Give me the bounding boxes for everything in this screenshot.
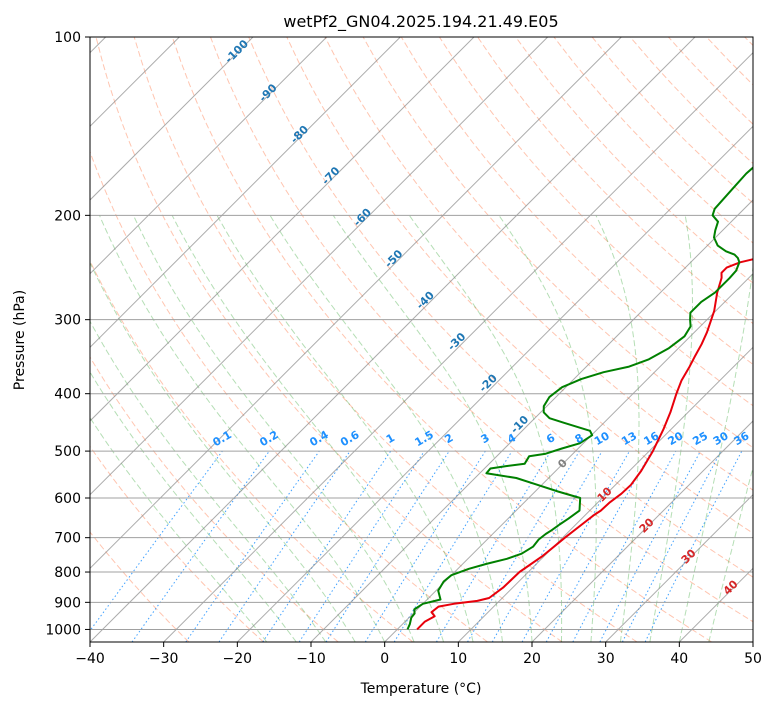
isotherm-line (310, 199, 753, 642)
y-tick-label: 400 (54, 387, 81, 403)
dry-adiabat-line (133, 37, 638, 642)
y-tick-label: 200 (54, 208, 81, 224)
y-tick-label: 300 (54, 313, 81, 329)
isotherm-line (384, 272, 753, 642)
isotherm-line (163, 51, 753, 642)
moist-adiabat-line (216, 215, 474, 642)
moist-adiabat-line (90, 416, 268, 642)
moist-adiabat-line (708, 465, 753, 642)
mixing-ratio-line (262, 450, 392, 642)
dry-adiabat-line (515, 37, 753, 284)
dry-adiabat-line (248, 37, 753, 578)
isotherm-line (90, 37, 549, 496)
mixing-ratio-line (90, 450, 223, 632)
x-tick-label: 0 (380, 651, 389, 667)
mixing-ratio-line (298, 450, 425, 642)
background-lines (90, 37, 753, 642)
mixing-ratio-line (545, 450, 653, 642)
moist-adiabat-line (90, 371, 297, 642)
x-tick-label: 30 (597, 651, 615, 667)
x-tick-label: −10 (296, 651, 326, 667)
dry-adiabat-line (90, 531, 190, 642)
plot-frame (89, 36, 754, 643)
dry-adiabat-line (400, 37, 753, 407)
y-axis: 100 200 300 400 500 600 700 800 900 1000 (45, 30, 90, 638)
moist-adiabat-line (132, 215, 415, 642)
dry-adiabat-line (438, 37, 753, 366)
mixing-ratio-line (131, 450, 270, 642)
isotherm-line (90, 37, 696, 642)
moist-adiabat-line (171, 215, 445, 642)
moist-adiabat-line (649, 215, 693, 642)
y-tick-label: 100 (54, 30, 81, 46)
mixing-ratio-line (218, 450, 351, 642)
dry-adiabat-line (210, 37, 753, 623)
isotherm-line (90, 37, 622, 570)
dry-adiabat-line (95, 37, 563, 642)
moist-adiabat-line (408, 215, 563, 642)
moist-adiabat-line (332, 215, 533, 642)
isotherm-line (236, 125, 753, 642)
y-tick-label: 1000 (45, 622, 81, 638)
x-tick-label: −30 (149, 651, 179, 667)
moist-adiabat-line (90, 261, 356, 642)
dry-adiabat-line (90, 445, 264, 642)
isotherm-line (90, 37, 328, 275)
moist-adiabat-line (90, 320, 327, 642)
moist-adiabat-line (498, 215, 597, 642)
x-tick-label: 50 (744, 651, 762, 667)
isotherm-line (531, 420, 753, 642)
mixing-ratio-line (572, 450, 677, 642)
x-tick-label: 40 (670, 651, 688, 667)
moist-adiabat-line (678, 263, 753, 642)
chart-title: wetPf2_GN04.2025.194.21.49.E05 (283, 12, 558, 32)
x-axis: −40 −30 −20 −10 0 10 20 30 40 50 (75, 642, 762, 667)
x-tick-label: 20 (523, 651, 541, 667)
isotherm-line (90, 37, 475, 422)
dry-adiabat-line (90, 150, 488, 642)
isotherm-line (90, 37, 254, 201)
y-tick-label: 600 (54, 491, 81, 507)
y-tick-label: 800 (54, 565, 81, 581)
y-tick-label: 900 (54, 595, 81, 611)
moist-adiabat-line (269, 215, 503, 642)
x-tick-label: 10 (449, 651, 467, 667)
series-line (416, 258, 753, 631)
mixing-ratio-line (393, 450, 513, 642)
isotherm-line (90, 37, 401, 349)
y-tick-label: 500 (54, 444, 81, 460)
dry-adiabat-line (90, 356, 339, 642)
x-tick-label: −20 (223, 651, 253, 667)
y-axis-label: Pressure (hPa) (12, 290, 28, 390)
mixing-ratio-line (185, 450, 320, 642)
series-line (406, 166, 753, 630)
moist-adiabat-line (595, 215, 640, 642)
profile-series (406, 166, 753, 631)
y-tick-label: 700 (54, 531, 81, 547)
pressure-gridlines (90, 37, 753, 630)
mixing-ratio-line (325, 450, 450, 642)
x-axis-label: Temperature (°C) (360, 681, 482, 697)
x-tick-label: −40 (75, 651, 105, 667)
mixing-ratio-line (644, 450, 743, 642)
isotherm-line (605, 493, 753, 642)
mixing-ratio-line (521, 450, 630, 642)
